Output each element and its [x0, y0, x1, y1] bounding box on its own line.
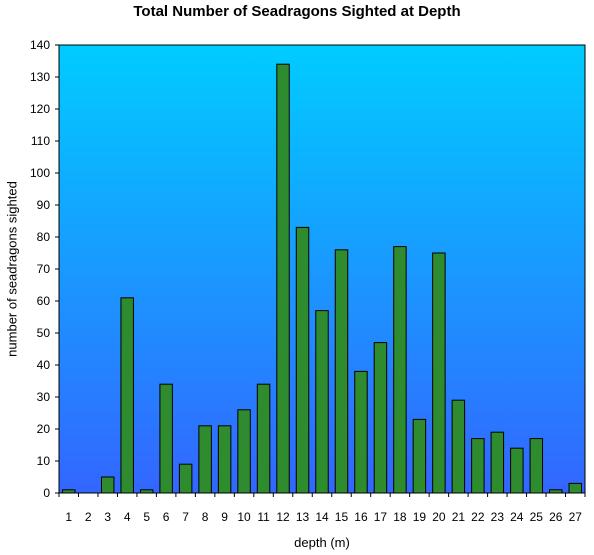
bar-depth-12: [276, 63, 290, 494]
y-tick-label: 140: [30, 38, 50, 52]
chart-title: Total Number of Seadragons Sighted at De…: [133, 3, 461, 20]
x-tick-label: 13: [296, 510, 310, 524]
x-tick-label: 24: [510, 510, 524, 524]
y-tick-label: 110: [31, 134, 50, 148]
x-tick-label: 15: [335, 510, 349, 524]
bar-depth-14: [315, 310, 329, 494]
bar-depth-26: [549, 489, 563, 494]
y-tick-label: 50: [37, 326, 51, 340]
x-tick-label: 11: [257, 510, 270, 524]
y-tick-label: 130: [30, 70, 50, 84]
bar-depth-13: [295, 226, 310, 494]
x-tick-label: 7: [182, 510, 189, 524]
x-tick-label: 17: [374, 510, 388, 524]
y-tick-label: 100: [30, 166, 50, 180]
x-tick-label: 23: [491, 510, 505, 524]
x-tick-label: 9: [221, 510, 228, 524]
x-tick-label: 25: [530, 510, 544, 524]
bar-depth-19: [412, 418, 427, 494]
bar-depth-1: [62, 489, 76, 494]
bar-depth-20: [432, 252, 446, 494]
bar-depth-18: [393, 246, 407, 494]
x-tick-label: 18: [393, 510, 407, 524]
bar-depth-4: [120, 297, 134, 494]
x-axis-label: depth (m): [294, 535, 350, 550]
bar-depth-23: [490, 431, 505, 494]
y-tick-label: 80: [37, 230, 51, 244]
x-tick-label: 12: [276, 510, 290, 524]
y-tick-label: 20: [37, 422, 51, 436]
bar-depth-25: [529, 438, 544, 494]
bar-depth-21: [451, 399, 466, 494]
y-tick-label: 60: [37, 294, 51, 308]
x-tick-label: 2: [85, 510, 92, 524]
bar-depth-7: [178, 463, 193, 494]
x-tick-label: 10: [237, 510, 251, 524]
x-tick-label: 21: [452, 510, 466, 524]
x-tick-label: 20: [432, 510, 446, 524]
bar-depth-9: [217, 425, 232, 494]
bar-depth-15: [334, 249, 349, 494]
x-tick-label: 16: [354, 510, 368, 524]
x-tick-label: 6: [163, 510, 170, 524]
y-tick-label: 70: [37, 262, 51, 276]
y-tick-label: 30: [37, 390, 51, 404]
x-tick-label: 1: [65, 510, 72, 524]
x-tick-label: 14: [315, 510, 329, 524]
y-tick-label: 10: [37, 454, 51, 468]
bar-depth-17: [373, 342, 388, 494]
bar-depth-11: [256, 383, 271, 494]
y-tick-label: 0: [43, 486, 50, 500]
bar-depth-16: [354, 370, 368, 494]
x-tick-label: 19: [413, 510, 427, 524]
x-tick-label: 27: [569, 510, 583, 524]
bar-depth-6: [159, 383, 173, 494]
y-tick-label: 120: [30, 102, 50, 116]
x-tick-label: 26: [549, 510, 563, 524]
bar-depth-5: [139, 489, 154, 494]
bar-depth-27: [568, 482, 583, 494]
x-tick-label: 5: [143, 510, 150, 524]
bar-depth-10: [237, 409, 251, 494]
y-tick-label: 40: [37, 358, 51, 372]
x-tick-label: 8: [202, 510, 209, 524]
x-tick-label: 22: [471, 510, 485, 524]
bar-depth-3: [100, 476, 115, 494]
bar-depth-22: [471, 438, 485, 494]
x-tick-label: 4: [124, 510, 131, 524]
bar-depth-24: [510, 447, 524, 494]
bar-depth-8: [198, 425, 212, 494]
y-tick-label: 90: [37, 198, 51, 212]
x-tick-label: 3: [104, 510, 111, 524]
